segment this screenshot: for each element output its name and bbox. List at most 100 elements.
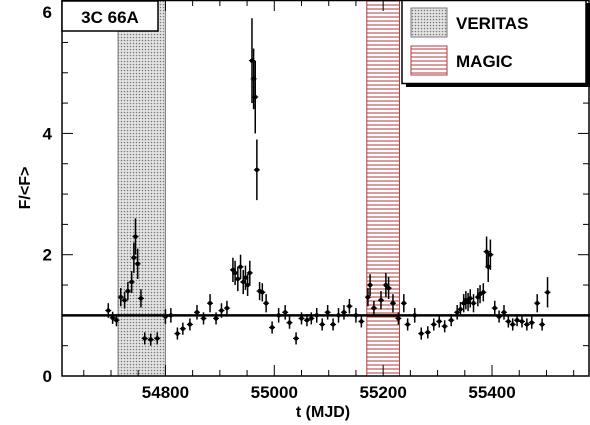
data-point xyxy=(470,294,477,313)
data-point xyxy=(400,294,407,313)
y-tick-label: 0 xyxy=(43,367,52,386)
data-point xyxy=(275,308,282,323)
x-axis-title: t (MJD) xyxy=(296,404,350,421)
x-tick-label: 55000 xyxy=(251,383,298,402)
data-point xyxy=(514,314,521,327)
plot-frame xyxy=(61,0,590,377)
data-marker xyxy=(114,318,119,323)
data-point xyxy=(518,315,525,328)
data-marker xyxy=(282,310,288,315)
data-marker xyxy=(336,313,341,318)
data-point xyxy=(523,318,530,331)
data-marker xyxy=(293,336,299,341)
data-point xyxy=(319,318,326,331)
data-marker xyxy=(319,322,325,327)
data-point xyxy=(167,308,174,323)
data-point xyxy=(487,239,494,270)
data-point xyxy=(132,218,139,255)
data-point xyxy=(457,302,464,317)
data-marker xyxy=(224,305,230,311)
data-marker xyxy=(545,290,550,295)
data-marker xyxy=(269,325,275,330)
data-point xyxy=(313,308,320,323)
data-point xyxy=(448,314,455,327)
data-marker xyxy=(496,314,502,319)
data-point xyxy=(385,277,392,299)
data-marker xyxy=(442,324,447,329)
data-marker xyxy=(481,290,486,295)
data-marker xyxy=(468,296,473,301)
data-point xyxy=(207,294,214,313)
data-point xyxy=(134,248,141,279)
data-marker xyxy=(412,313,417,318)
data-point xyxy=(105,303,112,318)
band-magic xyxy=(366,0,400,377)
data-marker xyxy=(106,308,111,313)
data-point xyxy=(246,260,253,286)
data-marker xyxy=(475,294,481,300)
data-point xyxy=(389,294,396,313)
data-marker xyxy=(365,294,371,300)
legend-swatch-magic xyxy=(410,45,448,76)
data-point xyxy=(477,285,484,304)
data-marker xyxy=(238,264,243,270)
data-marker xyxy=(330,322,336,327)
data-point xyxy=(186,318,193,331)
data-point xyxy=(346,298,353,314)
data-marker xyxy=(133,234,138,239)
data-marker xyxy=(247,270,252,276)
data-point xyxy=(253,139,260,201)
data-marker xyxy=(230,267,236,273)
data-point xyxy=(223,300,230,316)
data-point xyxy=(454,305,461,320)
data-marker xyxy=(461,301,466,306)
data-marker xyxy=(260,290,265,295)
data-point xyxy=(411,308,418,323)
data-marker xyxy=(125,288,131,294)
data-point xyxy=(335,308,342,323)
data-point xyxy=(544,277,551,308)
data-marker xyxy=(263,301,269,306)
data-point xyxy=(174,327,181,340)
data-point xyxy=(340,305,347,320)
data-marker xyxy=(514,318,520,323)
data-marker xyxy=(405,322,410,327)
data-point xyxy=(370,300,377,316)
data-point xyxy=(162,309,169,324)
data-point xyxy=(147,333,154,346)
data-point xyxy=(509,318,516,331)
data-marker xyxy=(245,282,250,288)
data-point xyxy=(263,294,270,313)
data-marker xyxy=(477,291,483,297)
data-marker xyxy=(401,301,407,306)
data-point xyxy=(377,291,384,310)
data-marker xyxy=(299,316,304,321)
band-veritas xyxy=(117,0,166,377)
data-marker xyxy=(488,252,493,257)
data-point xyxy=(505,315,512,328)
data-point xyxy=(242,265,249,290)
data-marker xyxy=(304,318,310,323)
data-marker xyxy=(309,316,314,321)
data-marker xyxy=(492,305,497,311)
data-point xyxy=(179,322,186,335)
data-marker xyxy=(122,297,127,303)
data-marker xyxy=(253,94,258,100)
y-axis-title: F/<F> xyxy=(17,167,34,210)
data-marker xyxy=(431,322,436,327)
data-marker xyxy=(241,279,246,285)
data-marker xyxy=(535,301,540,306)
data-marker xyxy=(390,301,396,306)
data-marker xyxy=(367,282,373,288)
data-marker xyxy=(287,320,292,325)
data-marker xyxy=(347,304,352,309)
data-point xyxy=(352,308,359,323)
data-point xyxy=(324,305,331,320)
data-marker xyxy=(207,301,213,306)
data-marker xyxy=(359,319,364,324)
data-point xyxy=(303,314,310,327)
data-point xyxy=(467,289,474,308)
data-point xyxy=(154,332,161,345)
data-point xyxy=(500,305,507,320)
